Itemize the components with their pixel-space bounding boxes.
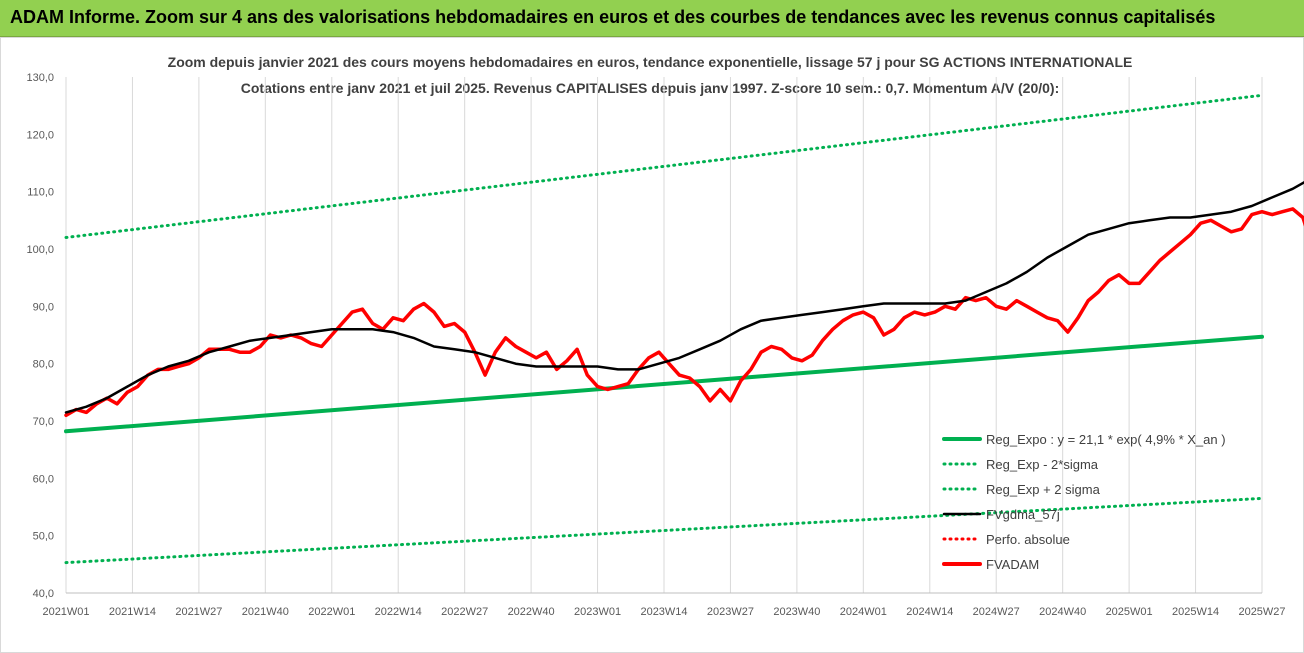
x-tick-label: 2021W27	[175, 606, 222, 618]
x-tick-label: 2024W27	[973, 606, 1020, 618]
y-tick-label: 50,0	[33, 531, 54, 543]
y-tick-label: 100,0	[26, 244, 54, 256]
gridlines	[65, 77, 1263, 594]
y-tick-label: 90,0	[33, 301, 54, 313]
series-lines	[64, 93, 1304, 565]
x-tick-label: 2021W14	[109, 606, 156, 618]
legend: Reg_Expo : y = 21,1 * exp( 4,9% * X_an )…	[942, 432, 1226, 572]
x-tick-label: 2024W01	[840, 606, 887, 618]
x-tick-label: 2023W40	[773, 606, 820, 618]
series-line-1	[64, 496, 1264, 565]
x-tick-label: 2023W14	[640, 606, 687, 618]
legend-label: Reg_Exp + 2 sigma	[986, 482, 1101, 497]
x-tick-label: 2022W40	[508, 606, 555, 618]
y-axis-ticks: 40,0 50,0 60,0 70,0 80,0 90,0 100,0 110,0 120,0 1…	[26, 72, 54, 600]
x-tick-label: 2024W40	[1039, 606, 1086, 618]
y-tick-label: 70,0	[33, 416, 54, 428]
x-tick-label: 2021W01	[42, 606, 89, 618]
x-tick-label: 2023W01	[574, 606, 621, 618]
x-tick-label: 2022W01	[308, 606, 355, 618]
legend-label: FVADAM	[986, 557, 1039, 572]
x-tick-label: 2025W14	[1172, 606, 1219, 618]
chart-subtitle: Cotations entre janv 2021 et juil 2025. …	[241, 80, 1060, 96]
x-tick-label: 2023W27	[707, 606, 754, 618]
legend-label: Reg_Expo : y = 21,1 * exp( 4,9% * X_an )	[986, 432, 1226, 447]
report-banner: ADAM Informe. Zoom sur 4 ans des valoris…	[0, 0, 1304, 37]
series-line-5	[64, 207, 1304, 418]
y-tick-label: 110,0	[27, 187, 54, 199]
x-axis-ticks: 2021W01 2021W14 2021W27 2021W40 2022W01 2022W…	[42, 606, 1285, 618]
series-line-3	[64, 180, 1304, 414]
y-tick-label: 130,0	[26, 72, 54, 84]
legend-label: Perfo. absolue	[986, 532, 1070, 547]
report-title: ADAM Informe. Zoom sur 4 ans des valoris…	[10, 7, 1216, 27]
y-tick-label: 120,0	[26, 129, 54, 141]
x-tick-label: 2022W27	[441, 606, 488, 618]
y-tick-label: 60,0	[33, 473, 54, 485]
x-tick-label: 2025W27	[1238, 606, 1285, 618]
x-tick-label: 2024W14	[906, 606, 953, 618]
legend-label: FVgdma_57j	[986, 507, 1060, 522]
x-tick-label: 2021W40	[242, 606, 289, 618]
y-tick-label: 40,0	[33, 588, 54, 600]
x-tick-label: 2025W01	[1106, 606, 1153, 618]
series-line-2	[64, 93, 1264, 239]
x-tick-label: 2022W14	[375, 606, 422, 618]
chart-title: Zoom depuis janvier 2021 des cours moyen…	[168, 54, 1133, 70]
y-tick-label: 80,0	[33, 359, 54, 371]
series-line-0	[64, 334, 1264, 434]
line-chart: Zoom depuis janvier 2021 des cours moyen…	[26, 54, 1304, 618]
legend-label: Reg_Exp - 2*sigma	[986, 457, 1099, 472]
